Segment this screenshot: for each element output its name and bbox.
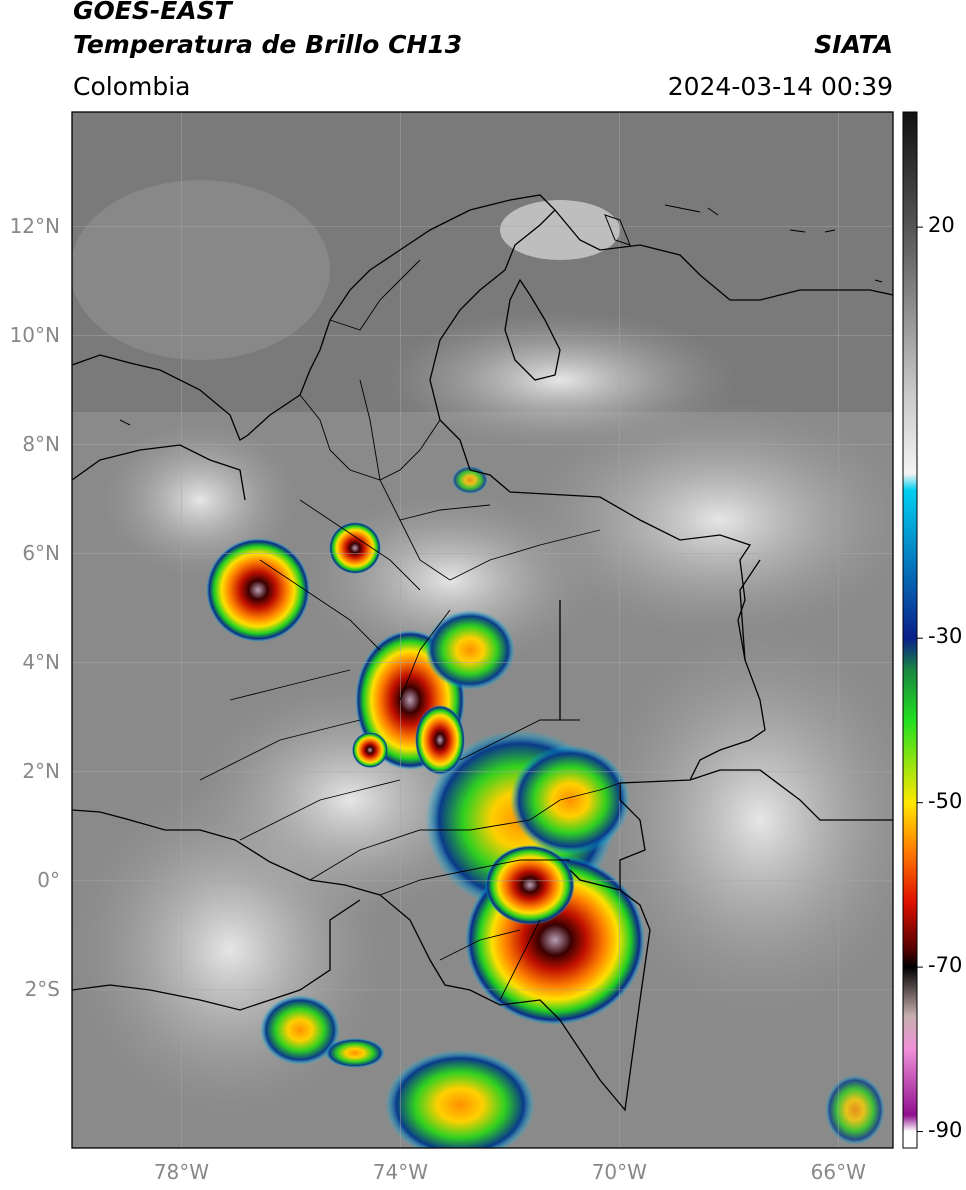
colombia-border — [72, 194, 766, 1112]
lat-tick-label: 8°N — [22, 431, 60, 456]
satellite-title: GOES-EAST — [73, 0, 232, 25]
convective-cells — [206, 466, 885, 1148]
datetime-label: 2024-03-14 00:39 — [667, 72, 893, 101]
maracaibo-lake — [504, 278, 561, 381]
panama — [72, 444, 246, 501]
colorbar-ramp — [902, 111, 918, 1149]
lon-tick-label: 74°W — [372, 1160, 428, 1184]
colorbar-tick-label: 20 — [928, 213, 955, 238]
lat-tick-label: 10°N — [9, 322, 60, 347]
colorbar-tick-label: -50 — [928, 788, 963, 813]
lat-tick-label: 4°N — [22, 649, 60, 674]
lat-tick-label: 6°N — [22, 540, 60, 565]
choco-cell — [206, 538, 310, 642]
dept-lines — [199, 259, 621, 1001]
lat-tick-label: 2°N — [22, 758, 60, 783]
venezuela-coast — [554, 209, 893, 301]
lat-tick-label: 12°N — [9, 213, 60, 238]
brazil-border — [569, 769, 893, 891]
organization-label: SIATA — [814, 30, 893, 59]
lat-tick-label: 0° — [37, 867, 60, 892]
graticule — [72, 112, 893, 1148]
colorbar-tick-label: -30 — [928, 624, 963, 649]
lon-tick-label: 66°W — [810, 1160, 866, 1184]
map-frame — [71, 111, 894, 1149]
lon-tick-label: 78°W — [153, 1160, 210, 1184]
antioquia-cell — [329, 522, 381, 574]
colorbar-tick-label: -70 — [928, 953, 963, 978]
islands — [119, 204, 883, 426]
colorbar — [902, 111, 923, 1149]
colorbar-tick-label: -90 — [928, 1117, 963, 1142]
venezuela-brazil — [559, 559, 761, 720]
peru-ecuador — [72, 899, 361, 1011]
map-imagery — [72, 112, 893, 1148]
lat-tick-label: 2°S — [24, 976, 60, 1001]
lon-tick-label: 70°W — [591, 1160, 647, 1184]
product-title: Temperatura de Brillo CH13 — [73, 30, 463, 59]
region-label: Colombia — [73, 72, 191, 101]
borders — [72, 194, 893, 1112]
